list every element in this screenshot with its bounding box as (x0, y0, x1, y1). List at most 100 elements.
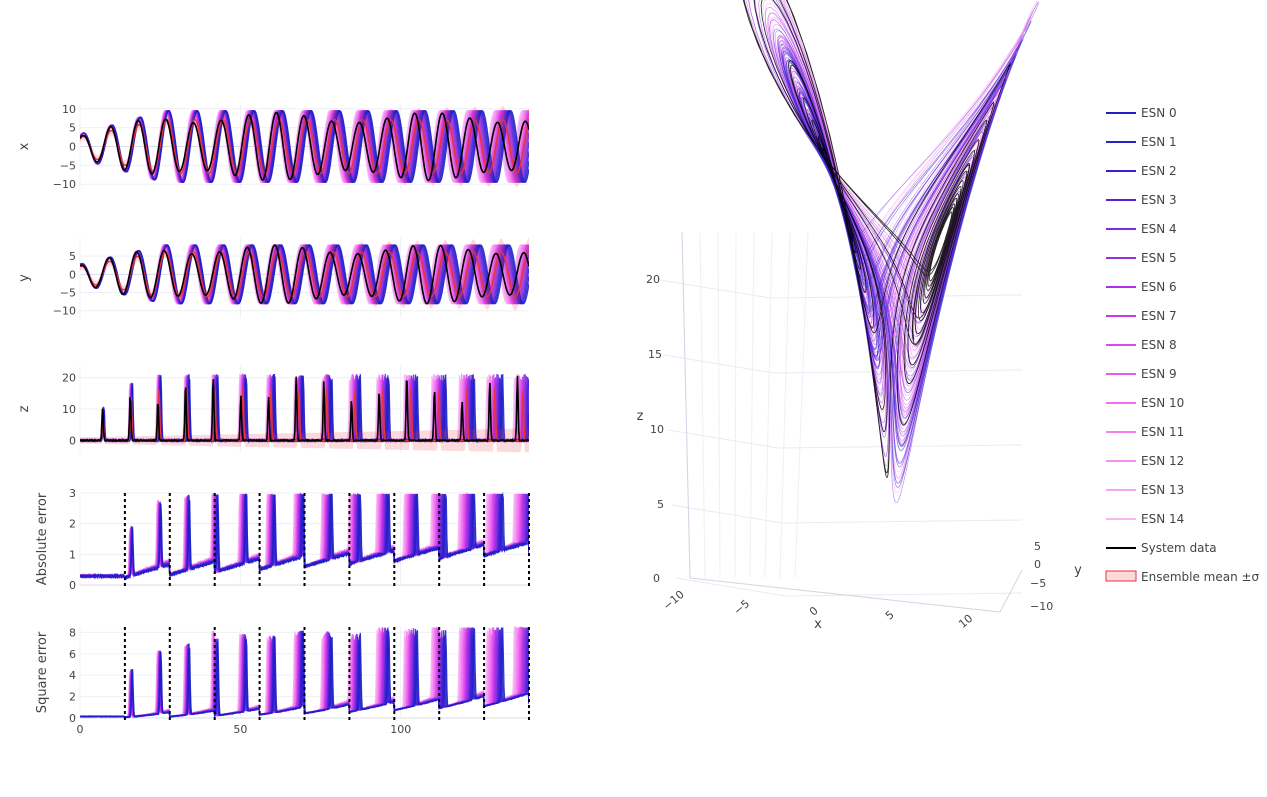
gridline-3d-h (663, 354, 1023, 374)
ensemble-band (80, 376, 529, 453)
y-axis-label: z (17, 405, 32, 412)
y-tick-label: 2 (69, 691, 76, 704)
y-axis-label: Absolute error (35, 492, 50, 585)
legend: ESN 0 ESN 1 ESN 2 ESN 3 ESN 4 ESN 5 ESN 6 ESN 7… (1105, 106, 1260, 584)
y-tick-label: 0 (69, 141, 76, 154)
y-tick-label: 0 (69, 712, 76, 725)
y-tick-label: 6 (69, 648, 76, 661)
legend-item[interactable]: ESN 5 (1106, 251, 1177, 265)
gridline-3d (794, 231, 809, 579)
x-axis-frame (689, 577, 1001, 613)
legend-item[interactable]: ESN 9 (1106, 367, 1177, 381)
legend-label: System data (1141, 541, 1217, 555)
legend-label: ESN 11 (1141, 425, 1184, 439)
legend-item[interactable]: ESN 7 (1106, 309, 1177, 323)
x-tick-label: −10 (661, 588, 687, 613)
legend-label: ESN 13 (1141, 483, 1184, 497)
y-tick-label: 0 (69, 434, 76, 447)
x-tick-label: 0 (77, 723, 84, 736)
z-tick-label: 5 (657, 498, 664, 511)
legend-item[interactable]: ESN 3 (1106, 193, 1177, 207)
system-data-trajectory (742, 0, 1011, 478)
legend-item[interactable]: ESN 8 (1106, 338, 1177, 352)
legend-label: ESN 3 (1141, 193, 1177, 207)
legend-item[interactable]: System data (1106, 541, 1217, 555)
series-group (80, 373, 529, 453)
legend-item[interactable]: ESN 6 (1106, 280, 1177, 294)
gridline-3d-h (659, 279, 1023, 299)
z-tick-label: 10 (650, 423, 664, 436)
legend-item[interactable]: Ensemble mean ±σ (1105, 570, 1260, 584)
y-tick-label: 5 (1034, 540, 1041, 553)
y-axis-label: x (17, 142, 32, 150)
x-tick-label: 50 (233, 723, 247, 736)
legend-label: ESN 0 (1141, 106, 1177, 120)
legend-item[interactable]: ESN 14 (1106, 512, 1184, 526)
x-tick-label: 10 (956, 612, 975, 631)
y-tick-label: 1 (69, 548, 76, 561)
y-tick-label: 0 (69, 579, 76, 592)
panel-x: 10 5 0 −5 −10 x (17, 103, 529, 191)
x-tick-label: −5 (731, 597, 752, 617)
y-tick-label: 8 (69, 626, 76, 639)
z-tick-label: 0 (653, 572, 660, 585)
legend-label: ESN 10 (1141, 396, 1184, 410)
legend-label: ESN 8 (1141, 338, 1177, 352)
system-data-line (80, 111, 529, 182)
panel-y: 5 0 −5 −10 y (17, 238, 529, 318)
y-tick-label: −5 (60, 287, 76, 300)
z-axis-frame (681, 231, 691, 579)
legend-label: Ensemble mean ±σ (1141, 570, 1260, 584)
legend-item[interactable]: ESN 4 (1106, 222, 1177, 236)
system-data-line (80, 244, 529, 305)
y-tick-label: 10 (62, 403, 76, 416)
gridline-3d (764, 231, 773, 579)
gridline-3d (749, 231, 755, 579)
legend-item[interactable]: ESN 10 (1106, 396, 1184, 410)
legend-item[interactable]: ESN 12 (1106, 454, 1184, 468)
gridline-3d-h (667, 429, 1023, 449)
panel-z: 20 10 0 z (17, 365, 529, 453)
esn-series-line (80, 109, 529, 184)
legend-label: ESN 1 (1141, 135, 1177, 149)
legend-label: ESN 4 (1141, 222, 1177, 236)
legend-label: ESN 6 (1141, 280, 1177, 294)
legend-label: ESN 9 (1141, 367, 1177, 381)
y-tick-label: −5 (60, 159, 76, 172)
y-tick-label: −10 (53, 305, 76, 318)
legend-label: ESN 7 (1141, 309, 1177, 323)
esn-series-line (80, 244, 529, 305)
y-tick-label: 2 (69, 518, 76, 531)
panel-abs_error: 3 2 1 0 Absolute error (35, 487, 530, 592)
x-tick-label: 100 (390, 723, 411, 736)
y-tick-label: 5 (69, 122, 76, 135)
legend-item[interactable]: ESN 2 (1106, 164, 1177, 178)
gridline-3d (734, 231, 737, 579)
y-tick-label: 20 (62, 372, 76, 385)
gridline-3d (699, 231, 706, 579)
legend-item[interactable]: ESN 1 (1106, 135, 1177, 149)
legend-label: ESN 5 (1141, 251, 1177, 265)
series-group (80, 105, 529, 188)
legend-item[interactable]: ESN 13 (1106, 483, 1184, 497)
legend-item[interactable]: ESN 0 (1106, 106, 1177, 120)
y-tick-label: 0 (69, 268, 76, 281)
legend-swatch-band (1105, 570, 1137, 582)
z-tick-label: 15 (648, 348, 662, 361)
y-tick-label: 4 (69, 669, 76, 682)
y-axis-frame (999, 569, 1023, 613)
legend-label: ESN 14 (1141, 512, 1184, 526)
y-tick-label: −10 (53, 178, 76, 191)
legend-label: ESN 2 (1141, 164, 1177, 178)
y-tick-label: 10 (62, 103, 76, 116)
legend-item[interactable]: ESN 11 (1106, 425, 1184, 439)
gridline-3d (717, 231, 721, 579)
gridline-3d-h (675, 577, 1023, 597)
gridline-3d (779, 231, 791, 579)
y-axis-label: Square error (35, 631, 50, 713)
y-axis-label: y (17, 274, 32, 282)
system-data-line (80, 376, 529, 443)
y-tick-label: 5 (69, 250, 76, 263)
